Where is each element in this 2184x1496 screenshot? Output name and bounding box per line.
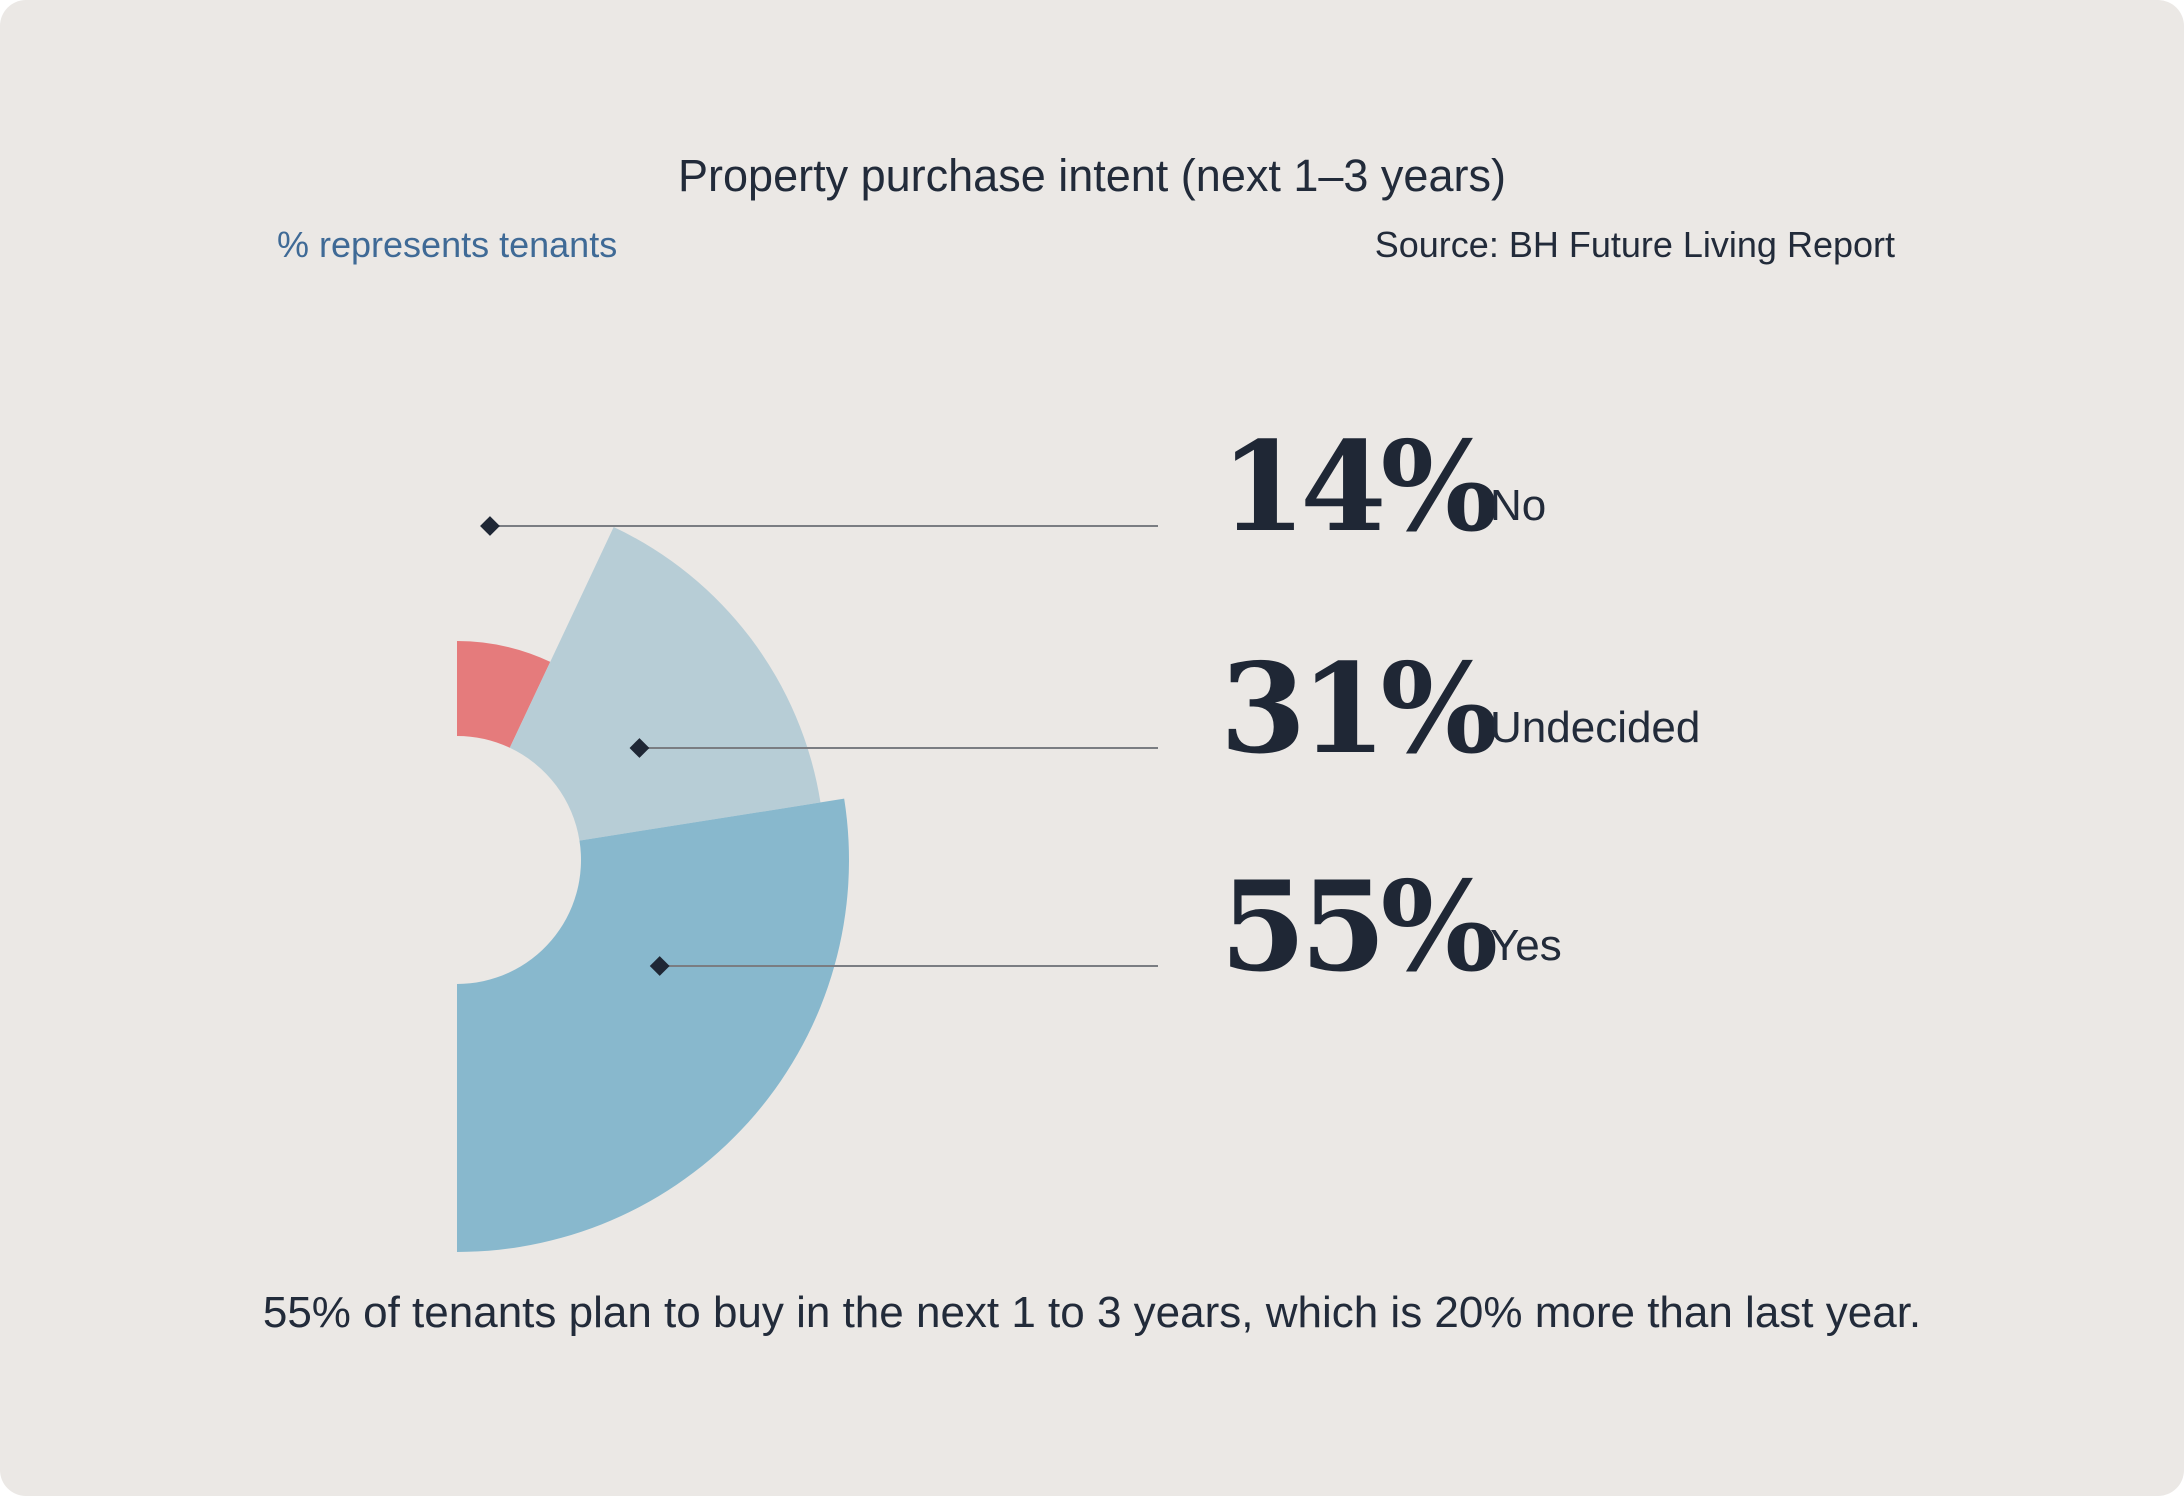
leader-dot-no — [480, 516, 500, 536]
pie-slice-no — [457, 641, 551, 748]
category-label-no: No — [1490, 481, 1546, 530]
pie-slice-yes — [457, 798, 850, 1252]
chart-subtitle: % represents tenants — [277, 224, 618, 265]
category-label-yes: Yes — [1490, 921, 1562, 970]
chart-footnote: 55% of tenants plan to buy in the next 1… — [262, 1288, 1922, 1337]
pie-slice-undecided — [509, 527, 821, 841]
value-label-no: 14% — [1220, 415, 1496, 560]
leader-dot-undecided — [629, 738, 650, 758]
chart-title: Property purchase intent (next 1–3 years… — [678, 150, 1506, 201]
chart-source: Source: BH Future Living Report — [1374, 224, 1895, 265]
leader-dot-yes — [649, 956, 670, 976]
value-label-yes: 55% — [1220, 855, 1496, 1000]
value-label-undecided: 31% — [1220, 637, 1496, 782]
category-label-undecided: Undecided — [1490, 703, 1700, 752]
